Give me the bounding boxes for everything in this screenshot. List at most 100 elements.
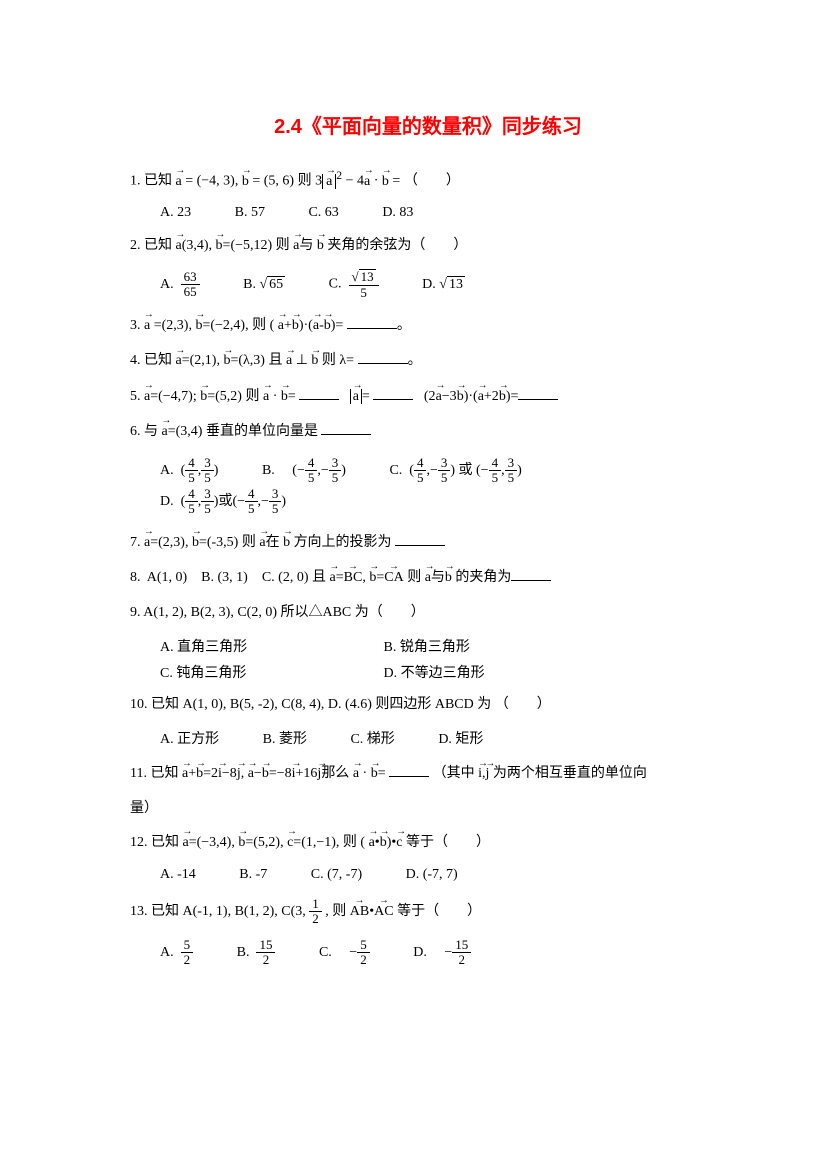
q11-m6: =−8 [269,766,292,781]
q9-opt-d: D. 不等边三角形 [384,662,485,682]
blank-fill [389,762,429,777]
q3-pre: 3. [130,318,144,333]
q12-opt-b: B. -7 [239,867,267,883]
abs-a-squared: a [322,174,336,189]
vec-b2-icon: b [262,763,269,785]
question-11: 11. 已知 a+b=2i−8j, a−b=−8i+16j那么 a · b= （… [130,762,726,785]
vec-b-icon: b [196,763,203,785]
q1-opt-d: D. 83 [382,205,413,221]
question-10: 10. 已知 A(1, 0), B(5, -2), C(8, 4), D. (4… [130,694,726,716]
q12-m2: =(5,2), [245,835,283,850]
vec-b-icon: b [242,171,249,193]
q7-m4: 方向上的投影为 [290,535,392,550]
vec-i-icon: i [218,763,222,785]
q12-m3: =(1,−1), 则 ( [293,835,365,850]
vec-a2-icon: a [425,567,431,589]
abs-a: a [350,389,362,404]
blank-fill [518,385,558,400]
q12-options: A. -14 B. -7 C. (7, -7) D. (-7, 7) [160,867,726,883]
q12-post: 等于（ ） [406,835,490,850]
vec-i3-icon: i [478,763,482,785]
q9-opt-a: A. 直角三角形 [160,636,320,656]
q4-m1: =(2,1), [182,353,220,368]
q10-opt-c: C. 梯形 [350,728,394,748]
vec-CA-icon: CA [384,567,403,589]
vec-a3-icon: a [436,386,442,408]
q12-opt-d: D. (-7, 7) [406,867,458,883]
q2-opt-d: D. √13 [422,276,465,293]
q7-m2: =(-3,5) 则 [199,535,256,550]
q8-mid: 则 [407,570,425,585]
question-12: 12. 已知 a=(−3,4), b=(5,2), c=(1,−1), 则 ( … [130,832,726,854]
q7-m3: 在 [266,535,280,550]
q2-m3: 与 [299,238,313,253]
q2-options: A. 6365 B. √65 C. √135 D. √13 [160,269,726,300]
question-13: 13. 已知 A(-1, 1), B(1, 2), C(3, 12 , 则 AB… [130,897,726,927]
q9-opt-c: C. 钝角三角形 [160,662,320,682]
q5-dot: · [269,389,281,404]
vec-a3-icon: a [353,763,359,785]
q10-options: A. 正方形 B. 菱形 C. 梯形 D. 矩形 [160,728,726,748]
vec-b-icon: b [238,832,245,854]
q5-e2: −3 [442,389,457,404]
q6-or: 或 [459,463,477,478]
q7-m1: =(2,3), [150,535,188,550]
vec-a2-icon: a [286,350,292,372]
q9-opt-b: B. 锐角三角形 [384,636,470,656]
q11-pre: 11. 已知 [130,766,178,781]
q8-pre: 8. [130,570,141,585]
q13-opt-d: D. −152 [413,938,471,968]
question-2: 2. 已知 a(3,4), b=(−5,12) 则 a与 b 夹角的余弦为（ ） [130,235,726,257]
vec-b-icon: b [192,532,199,554]
vec-a-icon: a [144,386,150,408]
q1-options: A. 23 B. 57 C. 63 D. 83 [160,205,726,221]
vec-AB-icon: AB [350,901,369,923]
q13-opt-a: A. 52 [160,938,193,968]
vec-j-icon: j [237,763,241,785]
vec-b3-icon: b [371,763,378,785]
vec-i2-icon: i [292,763,296,785]
vec-b2-icon: b [317,235,324,257]
question-9: 9. A(1, 2), B(2, 3), C(2, 0) 所以△ABC 为（ ） [130,602,726,624]
q1-post: = （ ） [392,174,459,189]
q4-pre: 4. 已知 [130,353,172,368]
q5-e3: )·( [464,389,478,404]
q11-post: （其中 [433,766,479,781]
q8-and: 与 [431,570,445,585]
q5-e5: )= [506,389,519,404]
vec-a-icon: a [144,532,150,554]
q1-mid: = (−4, 3), [185,174,242,189]
q6-or2: 或 [218,494,232,509]
q6-options-1: A. (45,35) B. (−45,−35) C. (45,−35) 或 (−… [160,456,726,486]
blank-fill [321,420,371,435]
q5-m1: =(−4,7); [150,389,197,404]
vec-a2-icon: a [248,763,254,785]
q5-eq: = [288,389,299,404]
q2-pre: 2. 已知 [130,238,172,253]
vec-a-icon: a [182,763,188,785]
vec-j3-icon: j [486,763,490,785]
q4-m2: =(λ,3) 且 [230,353,282,368]
vec-b-icon: b [223,350,230,372]
q2-opt-b: B. √65 [243,276,285,293]
q2-m4: 夹角的余弦为（ ） [324,238,468,253]
q8-eq3: = [376,570,384,585]
question-3: 3. a =(2,3), b=(−2,4), 则 ( a+b)·(a-b)= 。 [130,314,726,337]
q12-pre: 12. 已知 [130,835,179,850]
vec-b3-icon: b [457,386,464,408]
q3-m: =(2,3), [150,318,192,333]
question-1: 1. 已知 a = (−4, 3), b = (5, 6) 则 3a2 − 4a… [130,167,726,193]
vec-c-icon: c [287,832,293,854]
q8-eq2: , [362,570,366,585]
blank-fill [347,314,397,329]
q2-opt-a: A. 6365 [160,270,200,300]
q7-pre: 7. [130,535,144,550]
vec-a4-icon: a [478,386,484,408]
vec-b-icon: b [369,567,376,589]
q5-pre: 5. [130,389,144,404]
q6-options-2: D. (45,35)或(−45,−35) [160,487,726,517]
q11-end: 为两个相互垂直的单位向 [493,766,647,781]
vec-a-icon: a [176,350,182,372]
vec-b2-icon: b [292,315,299,337]
question-5: 5. a=(−4,7); b=(5,2) 则 a · b= a= (2a−3b)… [130,385,726,408]
